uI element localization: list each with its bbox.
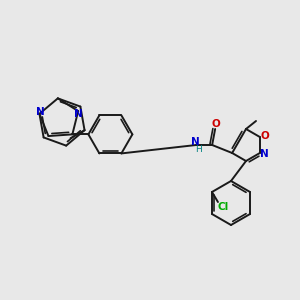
Text: O: O [212, 119, 220, 129]
Text: N: N [74, 109, 82, 119]
Text: N: N [191, 137, 200, 147]
Text: H: H [195, 146, 202, 154]
Text: N: N [260, 149, 269, 159]
Text: Cl: Cl [217, 202, 229, 212]
Text: O: O [260, 131, 269, 141]
Text: N: N [36, 107, 45, 117]
